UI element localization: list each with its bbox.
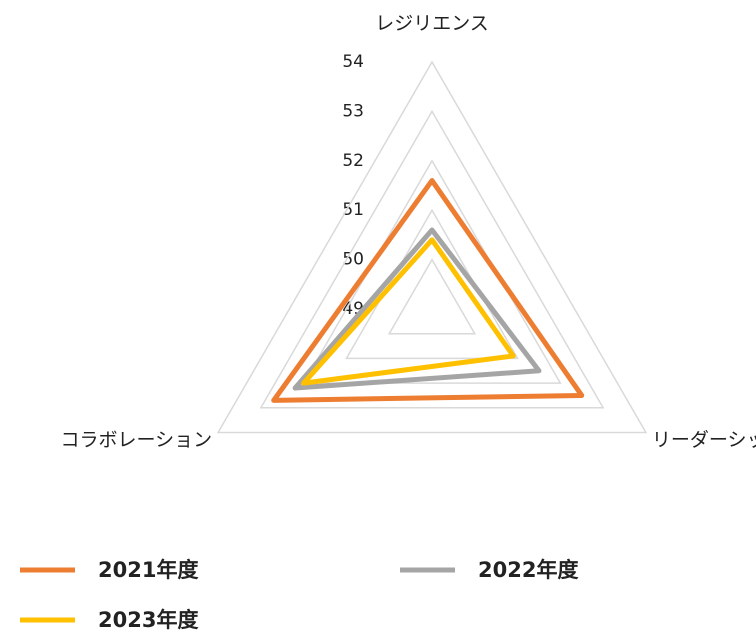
axis-label: レジリエンス	[375, 13, 489, 35]
legend-label: 2023年度	[98, 608, 198, 632]
axis-label: コラボレーション	[60, 429, 212, 451]
series-line	[271, 178, 585, 403]
legend-label: 2022年度	[478, 558, 578, 582]
r-tick-label: 52	[342, 151, 364, 171]
legend-label: 2021年度	[98, 558, 198, 582]
series-line	[292, 227, 542, 391]
r-tick-label: 50	[342, 250, 364, 270]
series-line	[301, 237, 516, 386]
axis-label: リーダーシップ	[652, 429, 756, 451]
grid-ring	[216, 60, 648, 434]
r-tick-label: 54	[342, 52, 364, 72]
r-tick-label: 51	[342, 200, 364, 220]
r-tick-label: 53	[342, 101, 364, 121]
grid-ring	[259, 109, 605, 409]
grid-ring	[387, 258, 477, 335]
